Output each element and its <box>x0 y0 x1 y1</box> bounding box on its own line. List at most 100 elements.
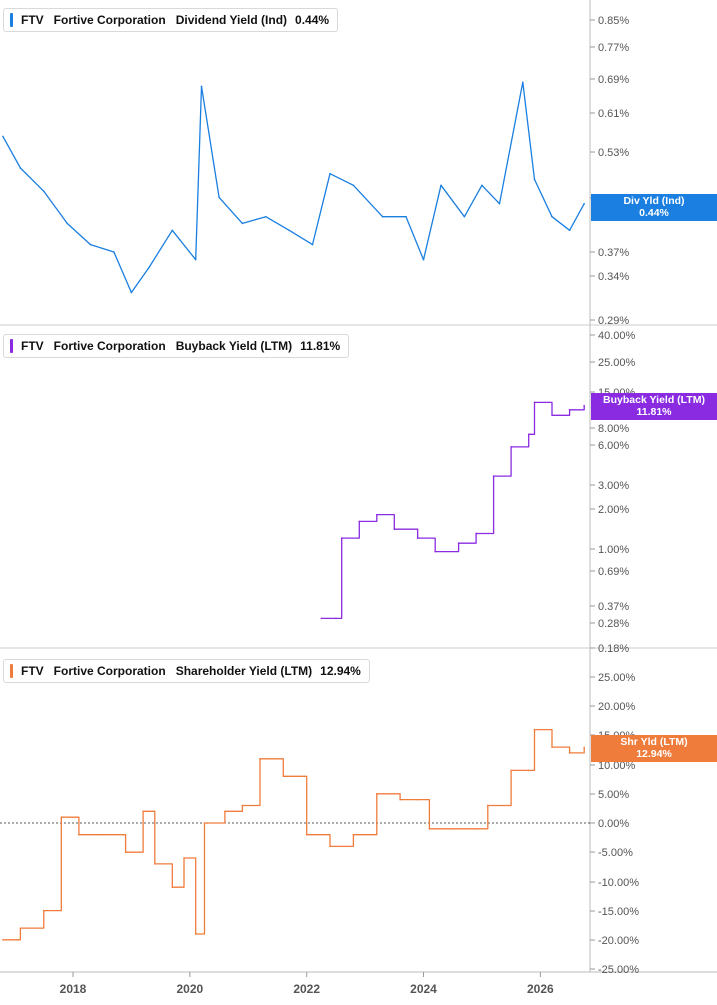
data-point <box>206 822 209 824</box>
legend-value: 0.44% <box>295 13 330 27</box>
y-tick-label: -10.00% <box>598 877 639 889</box>
data-point <box>101 833 104 836</box>
y-tick-label: 5.00% <box>598 789 629 801</box>
data-point <box>241 222 244 225</box>
y-tick-label: 2.00% <box>598 504 629 516</box>
y-tick-label: 8.00% <box>598 423 629 435</box>
data-point <box>475 828 477 830</box>
data-point <box>428 828 431 830</box>
data-point <box>148 266 150 269</box>
data-point <box>194 933 197 935</box>
data-point <box>527 433 530 436</box>
y-tick-label: 0.18% <box>598 643 629 655</box>
legend-value: 11.81% <box>300 339 341 353</box>
data-point <box>375 793 378 795</box>
data-point <box>282 775 285 778</box>
data-point <box>527 769 530 772</box>
data-point <box>203 822 206 824</box>
data-point <box>130 291 133 294</box>
y-tick-label: 0.53% <box>598 147 629 159</box>
data-point <box>218 196 220 199</box>
legend-ticker: FTV <box>21 339 44 353</box>
legend-ticker: FTV <box>21 13 44 27</box>
data-point <box>551 746 553 748</box>
data-point <box>352 184 355 187</box>
x-tick-label: 2026 <box>527 982 554 996</box>
legend-value: 12.94% <box>320 664 361 678</box>
data-point <box>498 202 501 205</box>
legend-ticker: FTV <box>21 664 44 678</box>
data-point <box>171 886 174 889</box>
legend-metric: Buyback Yield (LTM) <box>175 339 293 353</box>
data-point <box>340 537 343 539</box>
legend-swatch-icon <box>10 13 13 27</box>
legend-buyback-yield[interactable]: FTV Fortive Corporation Buyback Yield (L… <box>3 334 350 358</box>
data-point <box>60 816 63 818</box>
legend-company: Fortive Corporation <box>53 664 166 678</box>
legend-shareholder-yield[interactable]: FTV Fortive Corporation Shareholder Yiel… <box>3 659 370 683</box>
data-point <box>375 513 378 516</box>
buyback-yield-line <box>321 401 585 620</box>
data-point <box>200 85 203 88</box>
y-tick-label: 25.00% <box>598 357 636 369</box>
tag-label: Shr Yld (LTM) <box>620 736 688 748</box>
data-point <box>492 475 495 477</box>
data-point <box>463 215 466 218</box>
data-point <box>352 833 355 836</box>
y-tick-label: -25.00% <box>598 964 639 976</box>
y-tick-label: 3.00% <box>598 480 629 492</box>
data-point <box>142 810 144 813</box>
data-point <box>533 401 536 404</box>
data-point <box>440 184 442 187</box>
y-tick-label: -20.00% <box>598 935 639 947</box>
x-tick-label: 2020 <box>176 982 203 996</box>
data-point <box>2 135 4 138</box>
y-tick-label: 0.00% <box>598 818 629 830</box>
data-point <box>405 215 407 218</box>
data-point <box>154 863 156 865</box>
data-point <box>264 215 267 218</box>
data-point <box>481 184 483 187</box>
legend-swatch-icon <box>10 664 13 678</box>
data-point <box>43 909 45 912</box>
tag-label: Buyback Yield (LTM) <box>603 394 705 406</box>
data-point <box>457 542 460 544</box>
data-point <box>399 798 401 801</box>
legend-dividend-yield[interactable]: FTV Fortive Corporation Dividend Yield (… <box>3 8 339 32</box>
y-tick-label: 40.00% <box>598 330 636 342</box>
last-value-tag-shareholder: Shr Yld (LTM) 12.94% <box>591 735 717 762</box>
data-point <box>393 528 396 530</box>
shareholder-yield-line <box>2 728 585 941</box>
y-tick-label: 10.00% <box>598 760 636 772</box>
data-point <box>583 746 585 749</box>
data-point <box>510 769 512 772</box>
data-point <box>2 939 4 941</box>
data-point <box>358 520 361 523</box>
data-point <box>259 757 261 760</box>
y-tick-label: 0.37% <box>598 247 629 259</box>
data-point <box>89 243 92 246</box>
legend-swatch-icon <box>10 339 13 353</box>
data-point <box>486 804 489 807</box>
x-tick-label: 2022 <box>293 982 320 996</box>
tag-label: Div Yld (Ind) <box>623 195 685 207</box>
data-point <box>78 833 80 836</box>
data-point <box>522 81 524 84</box>
y-tick-label: 0.28% <box>598 618 629 630</box>
tag-value: 11.81% <box>636 406 672 418</box>
legend-metric: Shareholder Yield (LTM) <box>175 664 313 678</box>
data-point <box>241 804 244 807</box>
y-tick-label: 0.85% <box>598 15 629 27</box>
y-tick-label: 20.00% <box>598 701 636 713</box>
data-point <box>416 537 419 539</box>
data-point <box>194 258 197 261</box>
data-point <box>422 258 425 261</box>
y-tick-label: 0.69% <box>598 566 629 578</box>
data-point <box>568 229 571 232</box>
data-point <box>568 752 571 754</box>
y-tick-label: 0.29% <box>598 315 629 327</box>
data-point <box>66 222 68 225</box>
data-point <box>19 927 22 929</box>
data-point <box>533 178 536 181</box>
tag-value: 0.44% <box>639 207 669 219</box>
